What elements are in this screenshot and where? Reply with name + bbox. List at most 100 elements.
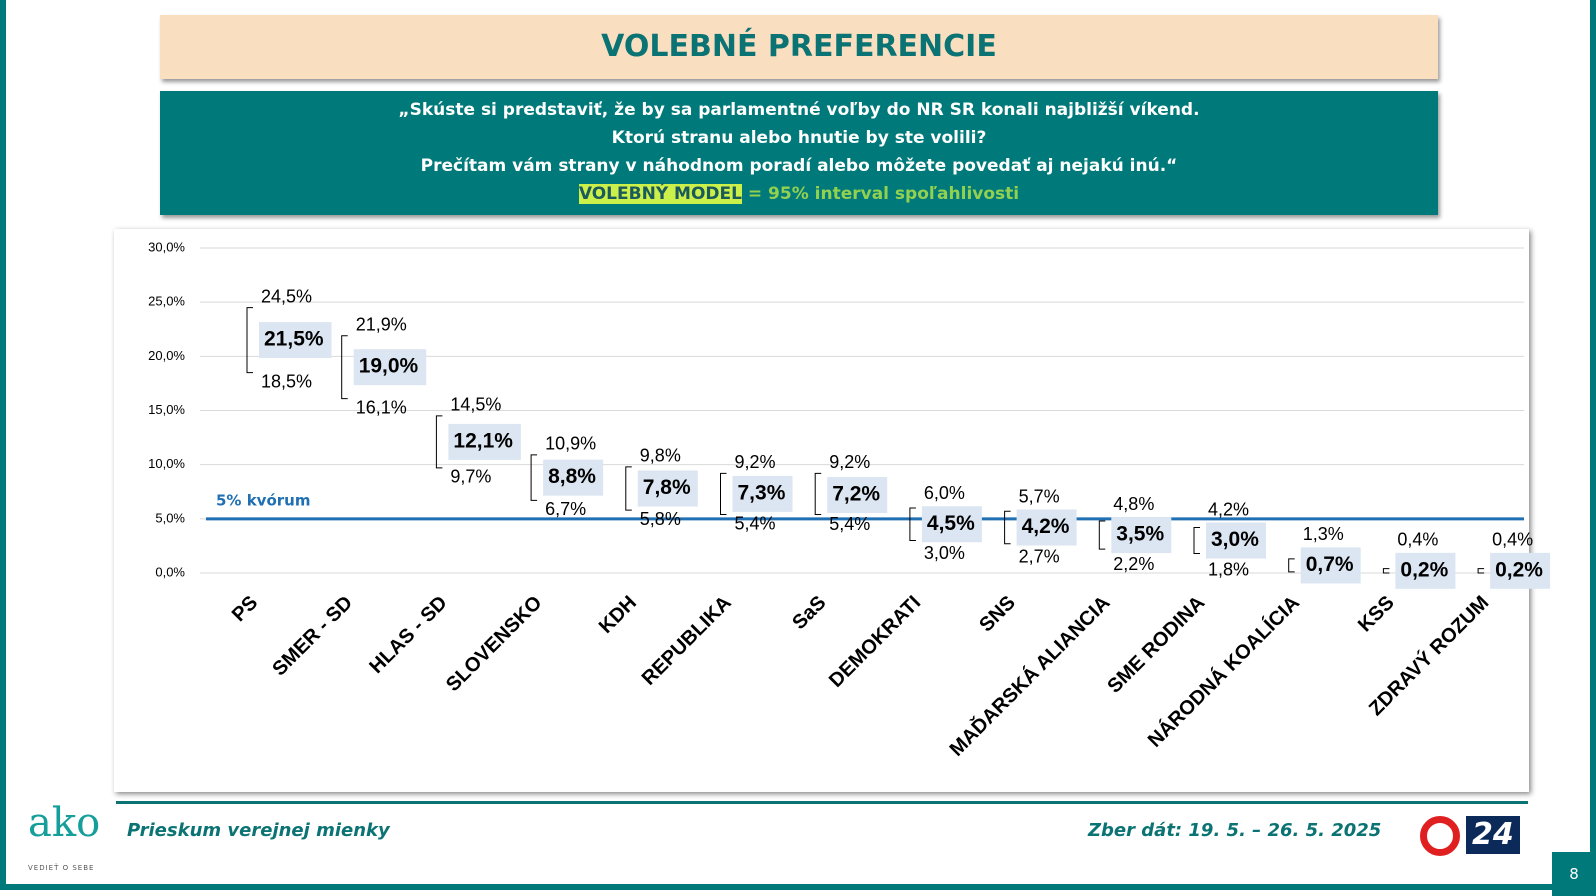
value-label: 0,7% [1306,553,1354,576]
upper-label: 5,7% [1019,486,1060,506]
value-label: 4,5% [927,512,975,535]
value-box [827,477,888,513]
footer-right: Zber dát: 19. 5. – 26. 5. 2025 [1088,820,1382,841]
slide-title: VOLEBNÉ PREFERENCIE [160,15,1438,79]
lower-label: 9,7% [450,467,491,487]
value-label: 7,3% [738,481,786,504]
y-tick-label: 10,0% [148,456,185,471]
page-number: 8 [1552,852,1596,896]
lower-label: 16,1% [356,397,407,417]
x-tick-label: NÁRODNÁ KOALÍCIA [1143,591,1304,752]
upper-label: 9,8% [640,446,681,466]
lower-label: 1,8% [1208,559,1249,579]
interval-whisker [341,335,348,400]
upper-label: 9,2% [735,452,776,472]
upper-label: 10,9% [545,434,596,454]
value-label: 3,0% [1211,528,1259,551]
x-tick-label: HLAS - SD [365,592,451,678]
tv-logo-ring [1420,816,1460,856]
upper-label: 6,0% [924,483,965,503]
logo-sub: VEDIEŤ O SEBE [28,864,95,872]
interval-whisker [435,415,443,469]
upper-label: 24,5% [261,286,312,306]
lower-label: 5,4% [829,514,870,534]
interval-whisker [1098,520,1106,550]
interval-whisker [909,507,916,541]
value-label: 12,1% [453,429,513,452]
interval-whisker [246,307,253,374]
value-box [921,506,982,543]
value-label: 7,2% [832,483,880,506]
interval-whisker [720,472,727,515]
value-box [1111,517,1172,554]
interval-whisker [1477,568,1485,574]
x-tick-label: DEMOKRATI [825,592,925,692]
value-box [1016,509,1077,546]
y-tick-label: 20,0% [148,348,185,363]
interval-whisker [530,454,538,501]
value-label: 3,5% [1116,523,1164,546]
x-tick-label: PS [228,592,262,626]
y-tick-label: 5,0% [155,510,185,525]
x-tick-label: KSS [1354,592,1399,637]
interval-whisker [1004,510,1011,545]
value-box [637,470,698,507]
value-box [448,423,521,460]
upper-label: 21,9% [356,315,407,335]
footer-left: Prieskum verejnej mienky [127,820,390,841]
value-box [543,459,604,496]
upper-label: 9,2% [829,452,870,472]
interval-whisker [1193,527,1200,554]
value-box [1490,552,1551,589]
chart-area [114,229,1529,792]
value-box [732,475,793,512]
question-line: Prečítam vám strany v náhodnom poradí al… [420,156,1178,176]
interval-whisker [814,472,822,515]
x-tick-label: SMER - SD [268,592,357,681]
footer-line [116,801,1528,804]
value-box [1300,547,1361,584]
value-box [1395,552,1456,589]
interval-whisker [625,466,632,511]
tv-logo: 24 [1466,816,1520,854]
upper-label: 4,2% [1208,499,1249,519]
x-tick-label: REPUBLIKA [638,592,736,690]
y-tick-label: 0,0% [155,564,185,579]
question-line: Ktorú stranu alebo hnutie by ste volili? [611,128,987,148]
question: „Skúste si predstaviť, že by sa parlamen… [160,91,1438,215]
logo: ako [28,800,101,846]
value-label: 19,0% [359,355,419,378]
value-label: 8,8% [548,465,596,488]
value-box [353,349,427,386]
lower-label: 6,7% [545,499,586,519]
model-text: = 95% interval spoľahlivosti [747,184,1020,204]
interval-whisker [1288,558,1295,573]
x-tick-label: KDH [595,592,641,638]
lower-label: 5,4% [735,513,776,533]
y-tick-label: 25,0% [148,294,185,309]
lower-label: 18,5% [261,371,312,391]
value-box [1206,522,1266,559]
x-tick-label: MAĎARSKÁ ALIANCIA [944,590,1114,760]
value-label: 0,2% [1400,558,1448,581]
model-note: VOLEBNÝ MODEL = 95% interval spoľahlivos… [160,180,1438,208]
value-label: 4,2% [1022,515,1070,538]
value-label: 7,8% [643,476,691,499]
y-tick-label: 30,0% [148,239,185,254]
model-label: VOLEBNÝ MODEL [578,184,742,204]
value-box [259,322,332,359]
y-tick-label: 15,0% [148,402,185,417]
value-label: 21,5% [264,328,324,351]
lower-label: 2,2% [1113,554,1154,574]
lower-label: 3,0% [924,543,965,563]
x-tick-label: SLOVENSKO [442,592,546,696]
interval-whisker [1382,568,1390,574]
x-tick-label: SaS [788,592,830,634]
question-line: „Skúste si predstaviť, že by sa parlamen… [398,100,1200,120]
upper-label: 0,4% [1397,530,1438,550]
upper-label: 1,3% [1303,524,1344,544]
upper-label: 4,8% [1113,494,1154,514]
